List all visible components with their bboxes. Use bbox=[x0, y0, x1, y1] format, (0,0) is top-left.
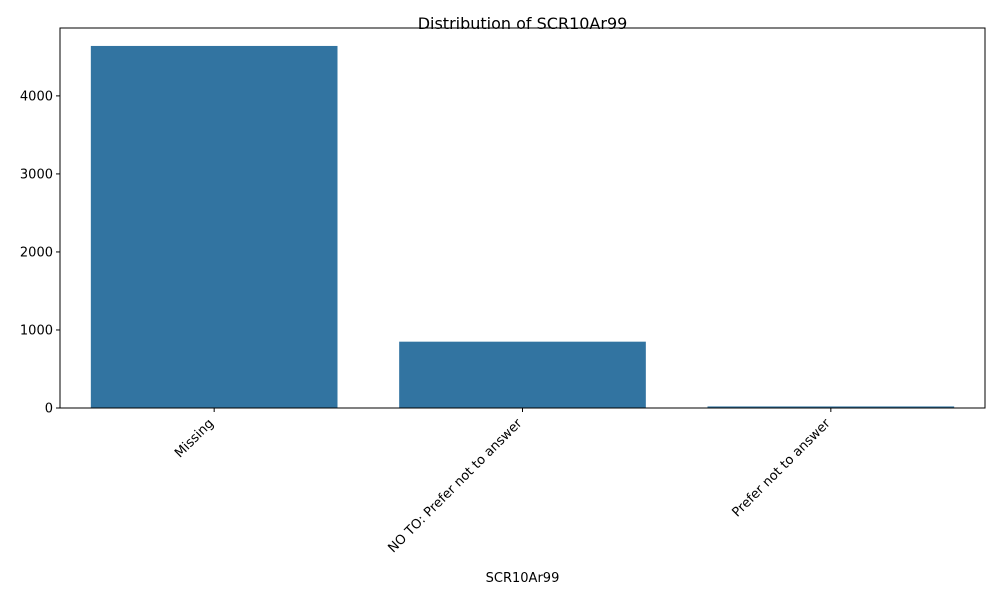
bar bbox=[399, 341, 646, 408]
y-tick-label: 1000 bbox=[20, 323, 53, 338]
chart-title: Distribution of SCR10Ar99 bbox=[418, 14, 628, 33]
y-tick-label: 4000 bbox=[20, 89, 53, 104]
bar bbox=[707, 406, 955, 408]
y-tick-label: 3000 bbox=[20, 167, 53, 182]
x-tick-label: Prefer not to answer bbox=[730, 416, 835, 521]
y-axis: 0 1000 2000 3000 4000 bbox=[20, 89, 60, 417]
bar bbox=[90, 45, 338, 408]
x-axis: Missing NO TO: Prefer not to answer Prefer… bbox=[172, 408, 834, 556]
bars-group bbox=[90, 45, 955, 408]
plot-frame bbox=[59, 27, 986, 409]
x-tick-label: Missing bbox=[172, 416, 217, 461]
x-tick-label: NO TO: Prefer not to answer bbox=[385, 416, 525, 556]
y-tick-label: 2000 bbox=[20, 245, 53, 260]
y-tick-label: 0 bbox=[45, 402, 53, 417]
x-axis-label: SCR10Ar99 bbox=[486, 571, 560, 586]
